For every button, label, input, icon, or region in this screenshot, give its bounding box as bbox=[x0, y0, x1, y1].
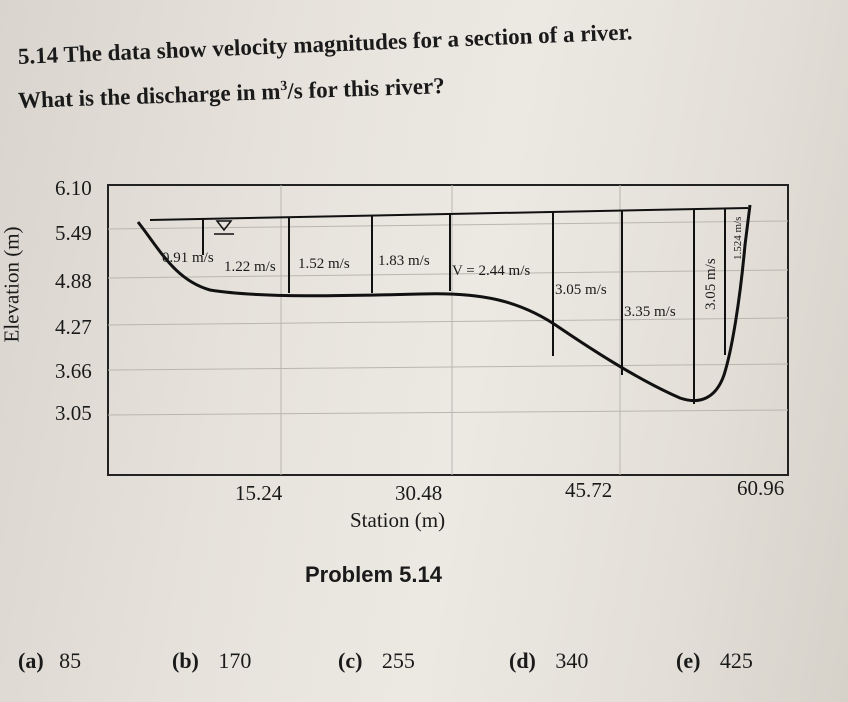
velocity-label: 3.05 m/s bbox=[703, 258, 719, 310]
choice-value: 170 bbox=[218, 648, 252, 673]
y-tick-label: 3.66 bbox=[55, 359, 92, 383]
choice-letter: (b) bbox=[172, 648, 199, 673]
x-tick-label: 45.72 bbox=[565, 478, 612, 502]
grid-line bbox=[107, 220, 789, 230]
answer-choice-c[interactable]: (c) 255 bbox=[338, 648, 415, 674]
choice-letter: (a) bbox=[18, 648, 44, 673]
y-tick-label: 4.27 bbox=[55, 315, 92, 339]
velocity-label: V = 2.44 m/s bbox=[452, 263, 530, 279]
choice-value: 425 bbox=[719, 648, 753, 673]
velocity-label: 1.83 m/s bbox=[378, 253, 430, 269]
choice-letter: (e) bbox=[676, 648, 701, 673]
choice-value: 340 bbox=[555, 648, 589, 673]
velocity-label: 1.52 m/s bbox=[298, 256, 350, 272]
section-dividers bbox=[202, 209, 726, 404]
velocity-label: 1.524 m/s bbox=[732, 217, 744, 260]
choice-letter: (d) bbox=[509, 648, 536, 673]
x-tick-label: 15.24 bbox=[235, 481, 283, 505]
graph-frame bbox=[107, 184, 789, 476]
water-level-symbol bbox=[214, 220, 234, 235]
x-axis-label: Station (m) bbox=[350, 508, 446, 532]
velocity-label: 1.22 m/s bbox=[224, 259, 276, 275]
grid-line bbox=[107, 409, 789, 416]
y-tick-labels: 6.10 5.49 4.88 4.27 3.66 3.05 bbox=[55, 176, 92, 425]
answer-choice-e[interactable]: (e) 425 bbox=[676, 648, 753, 674]
y-tick-label: 4.88 bbox=[55, 269, 92, 293]
grid-line bbox=[107, 269, 789, 279]
answer-choices: (a) 85 (b) 170 (c) 255 (d) 340 (e) 425 bbox=[0, 648, 848, 682]
velocity-label: 0.91 m/s bbox=[162, 250, 214, 266]
figure-caption: Problem 5.14 bbox=[305, 562, 442, 587]
choice-value: 85 bbox=[59, 648, 82, 673]
river-bed bbox=[136, 204, 752, 403]
y-tick-label: 3.05 bbox=[55, 401, 92, 425]
y-tick-label: 5.49 bbox=[55, 221, 92, 245]
x-tick-label: 30.48 bbox=[395, 481, 442, 505]
water-level-triangle bbox=[215, 220, 233, 232]
grid-line bbox=[107, 363, 789, 371]
grid-line bbox=[107, 317, 789, 326]
grid bbox=[107, 185, 789, 475]
answer-choice-d[interactable]: (d) 340 bbox=[509, 648, 588, 674]
y-tick-label: 6.10 bbox=[55, 176, 92, 200]
choice-value: 255 bbox=[381, 648, 415, 673]
velocity-label: 3.35 m/s bbox=[624, 304, 676, 320]
choice-letter: (c) bbox=[338, 648, 363, 673]
x-tick-labels: 15.24 30.48 45.72 60.96 bbox=[235, 476, 784, 505]
velocity-labels: 0.91 m/s 1.22 m/s 1.52 m/s 1.83 m/s V = … bbox=[162, 217, 744, 320]
velocity-label: 3.05 m/s bbox=[555, 282, 607, 298]
x-tick-label: 60.96 bbox=[737, 476, 784, 500]
answer-choice-a[interactable]: (a) 85 bbox=[18, 648, 81, 674]
answer-choice-b[interactable]: (b) 170 bbox=[172, 648, 251, 674]
